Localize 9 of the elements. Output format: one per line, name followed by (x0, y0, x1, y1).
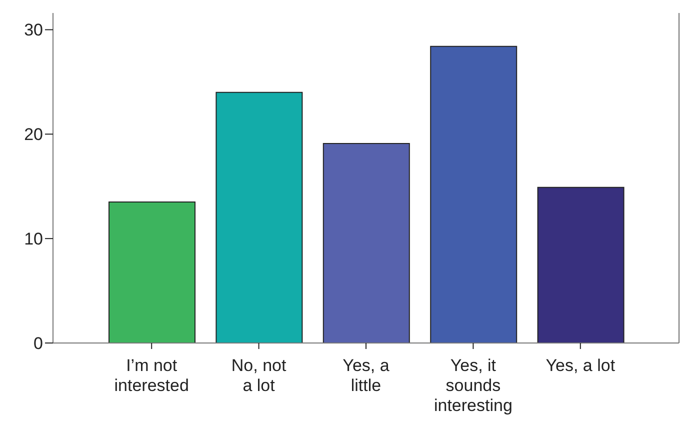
y-tick-label: 10 (24, 230, 43, 249)
y-tick-label: 0 (34, 334, 43, 354)
y-tick-label: 20 (24, 125, 43, 144)
x-tick-label: No, not a lot (231, 356, 286, 395)
x-tick-label: Yes, a little (342, 356, 390, 395)
y-tick-label: 30 (24, 20, 43, 40)
x-tick-label: Yes, a lot (546, 356, 616, 375)
x-tick-label: Yes, it sounds interesting (434, 356, 512, 415)
x-tick-label: I’m not interested (114, 356, 189, 395)
